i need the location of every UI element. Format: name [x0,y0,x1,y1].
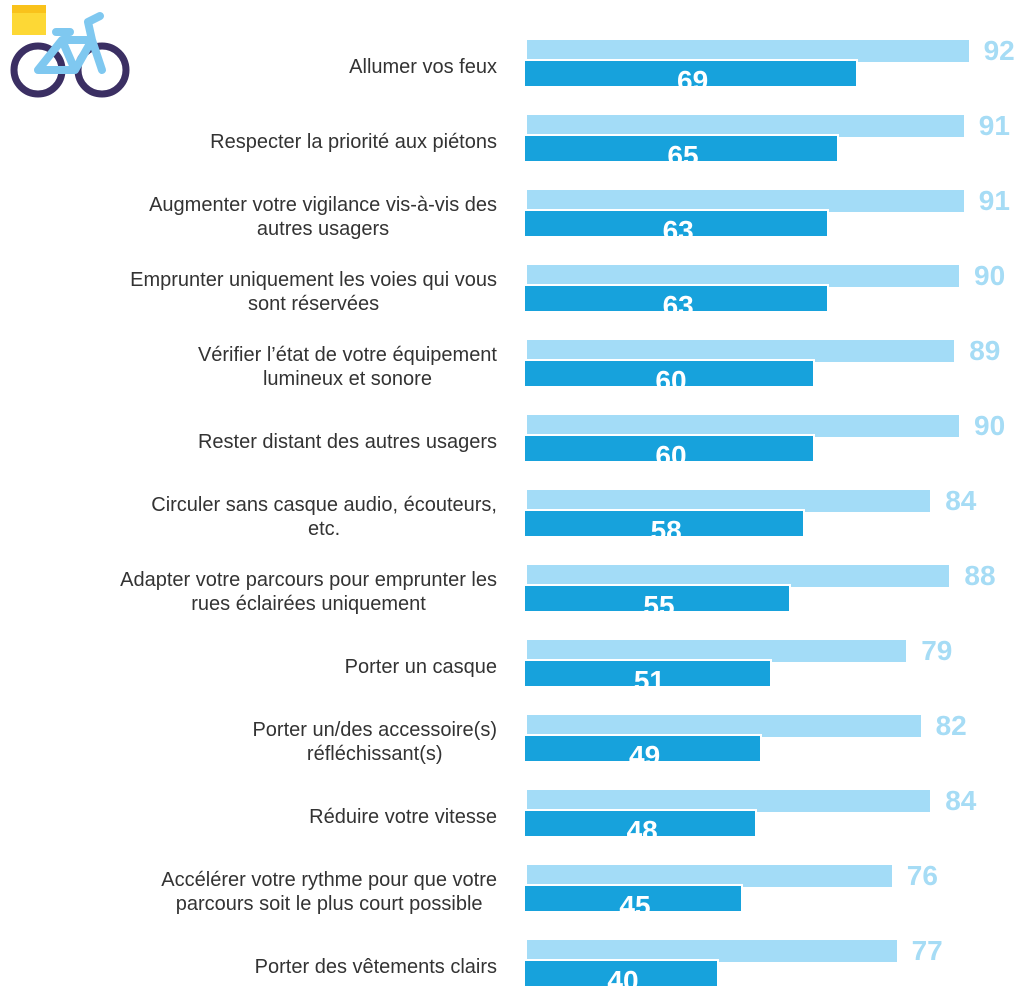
category-label: Porter un casque [344,656,497,678]
bar [527,490,931,512]
value-label: 51 [633,665,665,696]
value-label: 77 [911,935,943,966]
bike-icon [10,5,130,98]
bar [525,134,839,163]
value-label: 55 [643,590,675,621]
category-label: Allumer vos feux [349,56,497,78]
value-label: 65 [667,140,699,171]
bar [527,940,897,962]
bar [525,734,763,763]
category-label: Rester distant des autres usagers [197,431,497,453]
category-label: Respecter la priorité aux piétons [210,131,497,153]
category-label: Vérifier l’état de votre équipement lumi… [197,344,497,390]
value-label: 49 [629,740,661,771]
bar [525,359,815,388]
bar [527,265,959,287]
value-label: 45 [619,890,651,921]
value-label: 79 [921,635,953,666]
bar [525,659,772,688]
bar [527,40,969,62]
category-label: Porter des vêtements clairs [254,956,497,978]
value-label: 76 [906,860,938,891]
value-label: 89 [969,335,1001,366]
value-label: 91 [978,185,1010,216]
category-label: Adapter votre parcours pour emprunter le… [120,569,497,615]
value-label: 88 [964,560,996,591]
bar [525,584,791,613]
bar [527,565,950,587]
value-label: 91 [978,110,1010,141]
value-label: 69 [677,65,709,96]
value-label: 48 [626,815,658,846]
bar [527,790,931,812]
bar [527,640,907,662]
bar [527,415,959,437]
bar [525,284,830,313]
bar [527,715,921,737]
value-label: 90 [974,260,1006,291]
value-label: 60 [655,365,687,396]
bar [527,190,964,212]
category-label: Augmenter votre vigilance vis-à-vis des … [149,194,497,240]
category-label: Emprunter uniquement les voies qui vous … [130,269,497,315]
bar [527,865,892,887]
value-label: 84 [945,485,977,516]
bar [525,809,758,838]
value-label: 58 [650,515,682,546]
category-label: Réduire votre vitesse [309,806,497,828]
bar [525,884,743,913]
value-label: 60 [655,440,687,471]
value-label: 90 [974,410,1006,441]
value-label: 82 [935,710,967,741]
bar [525,209,830,238]
bar [525,959,719,988]
bar [527,340,955,362]
bar [525,59,859,88]
bar [525,509,806,538]
value-label: 84 [945,785,977,816]
value-label: 40 [607,965,639,996]
bar [527,115,964,137]
value-label: 92 [983,35,1015,66]
value-label: 63 [662,215,694,246]
category-label: Porter un/des accessoire(s) réfléchissan… [252,719,497,765]
value-label: 63 [662,290,694,321]
category-label: Circuler sans casque audio, écouteurs, e… [151,494,497,540]
bar [525,434,815,463]
category-label: Accélérer votre rythme pour que votre pa… [161,869,497,915]
